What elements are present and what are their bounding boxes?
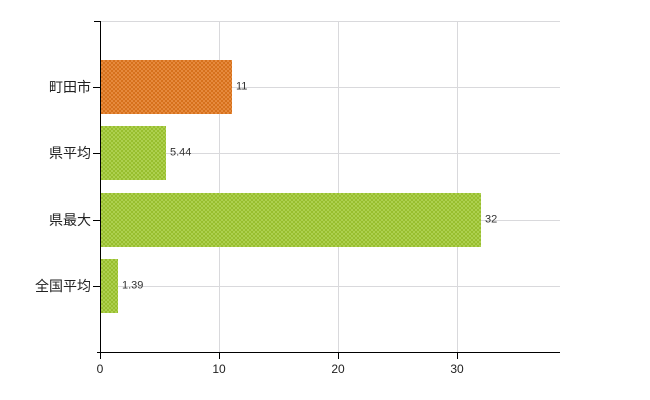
x-axis-tick (219, 353, 220, 359)
category-tick (93, 286, 100, 287)
bar (101, 60, 232, 114)
plot-top-border (100, 21, 560, 22)
bar (101, 126, 166, 180)
category-label: 町田市 (49, 79, 91, 95)
x-tick-label: 30 (450, 362, 464, 376)
bar (101, 193, 481, 247)
gridline-vertical (219, 21, 220, 352)
value-label: 1.39 (122, 279, 144, 292)
gridline-horizontal (100, 153, 560, 154)
value-label: 11 (236, 80, 248, 93)
value-label: 32 (485, 213, 498, 226)
category-tick (93, 153, 100, 154)
gridline-vertical (457, 21, 458, 352)
category-tick (93, 220, 100, 221)
x-axis-tick (457, 353, 458, 359)
y-axis-top-tick (94, 21, 100, 22)
value-label: 5.44 (170, 146, 192, 159)
x-tick-label: 10 (212, 362, 226, 376)
x-axis-tick (100, 353, 101, 359)
category-label: 全国平均 (35, 278, 91, 294)
y-axis (100, 21, 101, 352)
gridline-horizontal (100, 286, 560, 287)
gridline-horizontal (100, 87, 560, 88)
x-axis-tick (338, 353, 339, 359)
bar (101, 259, 118, 313)
x-axis (97, 352, 560, 353)
category-label: 県平均 (49, 145, 91, 161)
gridline-vertical (338, 21, 339, 352)
x-tick-label: 20 (331, 362, 345, 376)
category-tick (93, 87, 100, 88)
category-label: 県最大 (49, 212, 91, 228)
x-tick-label: 0 (96, 362, 104, 376)
